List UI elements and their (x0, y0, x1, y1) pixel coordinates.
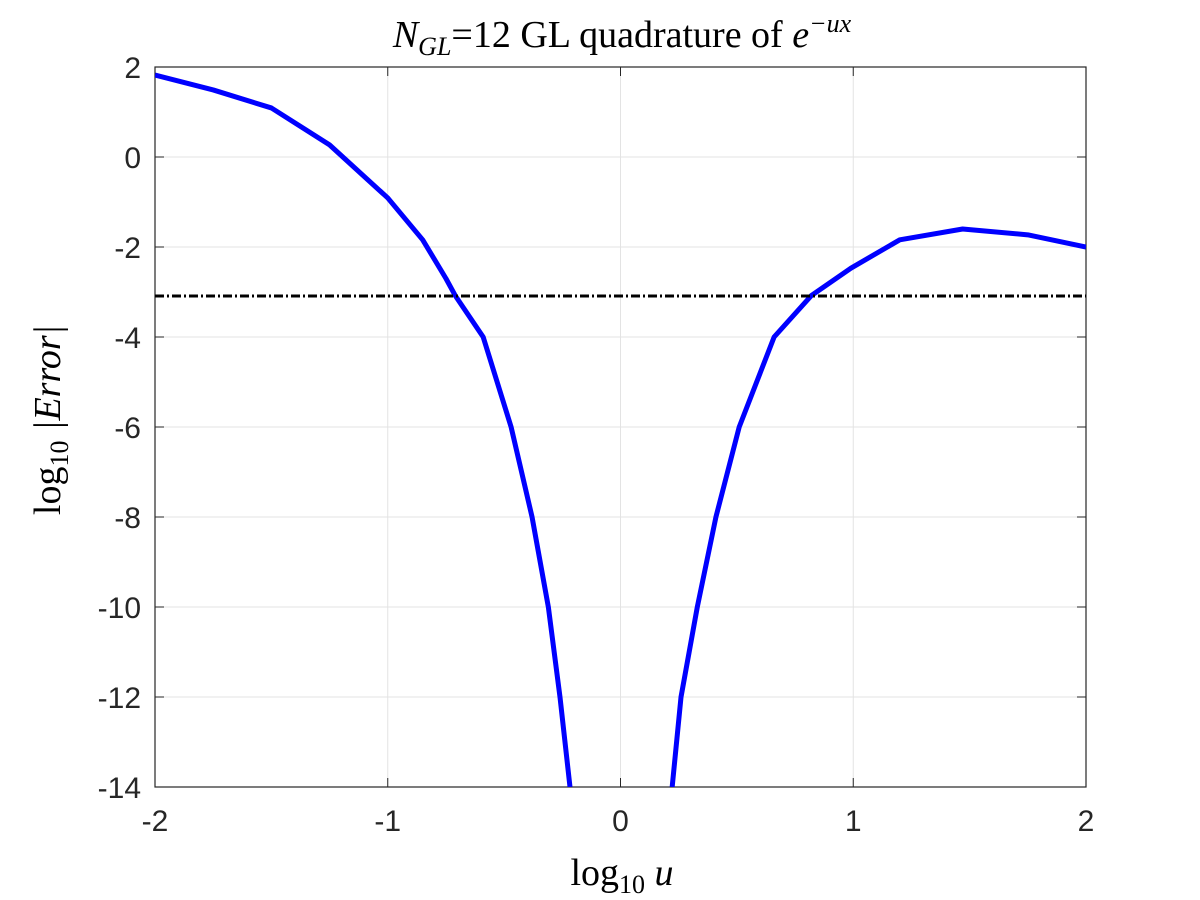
y-tick-label: 2 (124, 52, 141, 85)
y-tick-label: -8 (114, 502, 141, 535)
y-tick-label: -10 (98, 592, 141, 625)
y-label-part: |Error| (27, 325, 69, 441)
data-line (155, 72, 1086, 787)
y-tick-label: -4 (114, 322, 141, 355)
y-label-part: log (27, 467, 69, 516)
x-tick-label: 1 (845, 805, 862, 838)
title-part: −ux (809, 9, 852, 38)
plot-frame (154, 66, 1087, 788)
y-tick-label: -12 (98, 682, 141, 715)
title-part: N (392, 14, 421, 56)
x-tick-label: -2 (142, 805, 169, 838)
y-tick-label: -6 (114, 412, 141, 445)
x-tick-label: -1 (374, 805, 401, 838)
x-label: log10 u (570, 852, 673, 899)
y-tick-label: -14 (98, 772, 141, 805)
title-part: e (792, 14, 809, 56)
x-tick-label: 0 (612, 805, 629, 838)
title-part: GL (418, 32, 451, 61)
x-label-part: log (570, 852, 619, 894)
x-label-part: 10 (619, 870, 645, 899)
title-part: =12 GL quadrature of (451, 14, 792, 56)
y-tick-label: -2 (114, 232, 141, 265)
title: NGL=12 GL quadrature of e−ux (392, 9, 852, 61)
y-tick-label: 0 (124, 142, 141, 175)
x-label-part: u (645, 852, 674, 894)
y-label: log10 |Error| (27, 325, 74, 515)
x-tick-label: 2 (1078, 805, 1095, 838)
y-label-part: 10 (45, 441, 74, 467)
